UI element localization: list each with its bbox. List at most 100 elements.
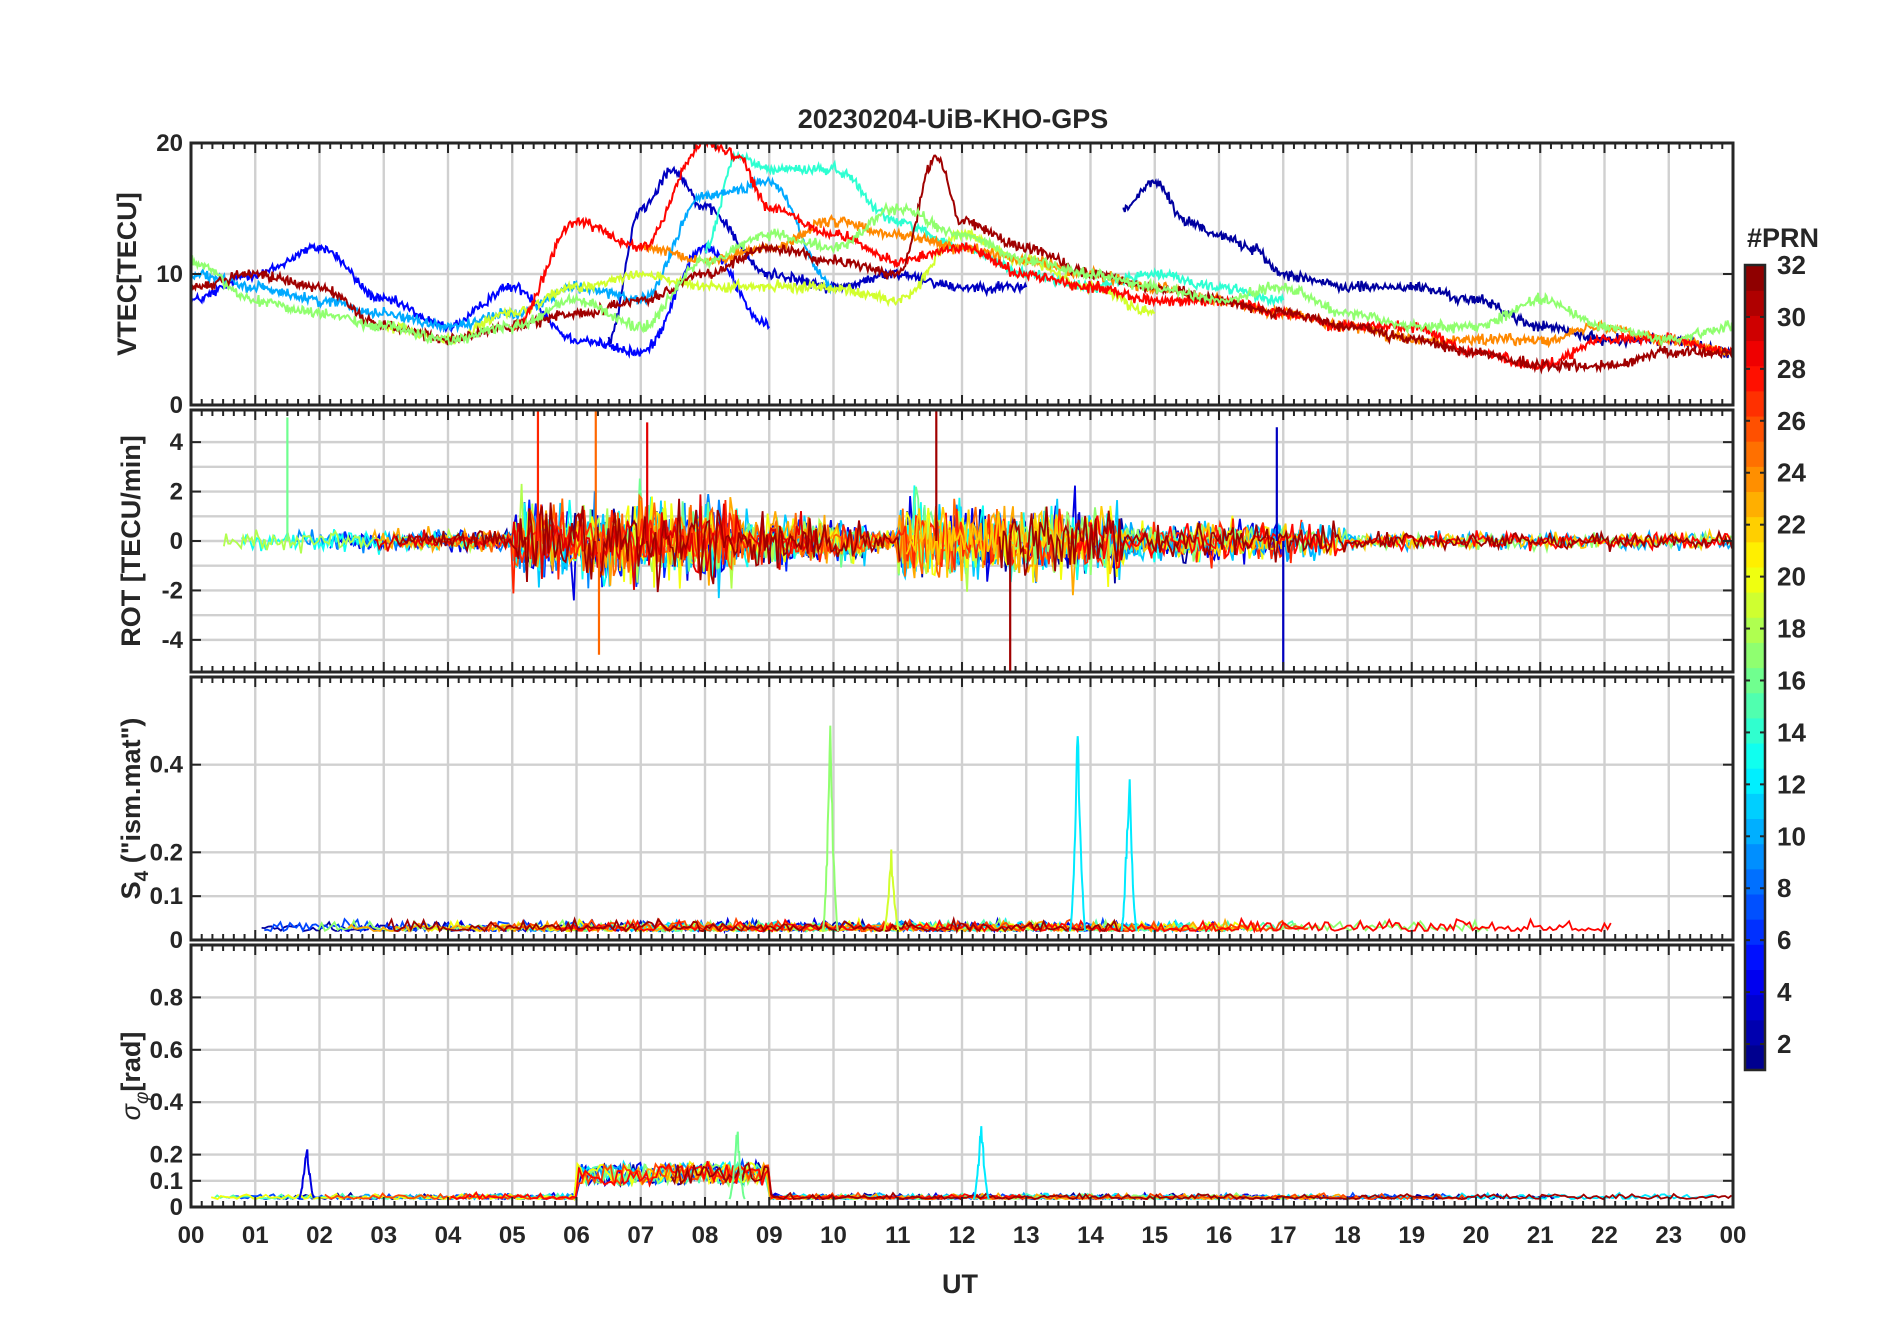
x-tick-label: 18	[1334, 1222, 1361, 1249]
colorbar-tick-label: 20	[1777, 562, 1806, 592]
sigma-phi-series-line	[450, 1160, 1023, 1201]
colorbar-segment	[1745, 491, 1765, 518]
x-tick-label: 19	[1398, 1222, 1425, 1249]
y-axis-label: VTEC[TECU]	[112, 192, 142, 356]
x-tick-label: 00	[178, 1222, 205, 1249]
colorbar-segment	[1745, 944, 1765, 970]
x-tick-label: 00	[1720, 1222, 1747, 1249]
colorbar-tick-label: 16	[1777, 665, 1806, 695]
y-tick-label: 0.4	[150, 1089, 184, 1116]
sigma-phi-spike	[728, 1131, 746, 1200]
colorbar-segment	[1745, 818, 1765, 845]
y-tick-label: 0.6	[150, 1037, 183, 1064]
colorbar-tick-label: 14	[1777, 717, 1806, 747]
rot-series-line	[395, 498, 901, 593]
x-tick-label: 07	[627, 1222, 654, 1249]
colorbar-segment	[1745, 793, 1765, 820]
colorbar-segment	[1745, 919, 1765, 945]
x-tick-label: 04	[435, 1222, 462, 1249]
sigma-phi-series-line	[670, 1161, 1733, 1201]
y-tick-label: 0.8	[150, 984, 183, 1011]
colorbar-segment	[1745, 692, 1765, 719]
colorbar-tick-label: 2	[1777, 1029, 1791, 1059]
y-tick-label: 0.2	[150, 839, 183, 866]
colorbar-segment	[1745, 843, 1765, 870]
colorbar-tick-label: 30	[1777, 302, 1806, 332]
sigma-phi-spike	[298, 1149, 315, 1200]
colorbar-tick-label: 24	[1777, 458, 1806, 488]
colorbar-segment	[1745, 642, 1765, 669]
colorbar-tick-label: 28	[1777, 354, 1806, 384]
colorbar-segment	[1745, 541, 1765, 568]
x-tick-label: 09	[756, 1222, 783, 1249]
colorbar-segment	[1745, 592, 1765, 618]
colorbar-tick-label: 12	[1777, 769, 1806, 799]
x-tick-label: 13	[1013, 1222, 1040, 1249]
s4-spike	[882, 849, 900, 932]
y-tick-label: 0.2	[150, 1142, 183, 1169]
vtec-series-line	[191, 175, 835, 334]
colorbar-segment	[1745, 365, 1765, 392]
colorbar-segment	[1745, 617, 1765, 643]
vtec-series-line	[191, 201, 1733, 348]
colorbar-segment	[1745, 893, 1765, 920]
colorbar-tick-label: 32	[1777, 250, 1806, 280]
colorbar-segment	[1745, 868, 1765, 895]
x-tick-label: 03	[370, 1222, 397, 1249]
colorbar-segment	[1745, 1019, 1765, 1046]
colorbar-segment	[1745, 390, 1765, 417]
colorbar-segment	[1745, 667, 1765, 694]
y-tick-label: 0	[170, 392, 183, 419]
x-tick-label: 06	[563, 1222, 590, 1249]
colorbar-segment	[1745, 742, 1765, 769]
x-tick-label: 02	[306, 1222, 333, 1249]
colorbar-segment	[1745, 265, 1765, 291]
rot-series-line	[998, 506, 1733, 576]
colorbar-segment	[1745, 516, 1765, 543]
y-axis-label: σφ[rad]	[116, 1032, 153, 1121]
colorbar-tick-label: 4	[1777, 977, 1792, 1007]
y-tick-label: 10	[156, 261, 183, 288]
x-tick-label: 15	[1141, 1222, 1168, 1249]
x-tick-label: 08	[692, 1222, 719, 1249]
colorbar-segment	[1745, 415, 1765, 442]
colorbar-segment	[1745, 290, 1765, 316]
y-tick-label: 0.1	[150, 883, 183, 910]
x-tick-label: 23	[1655, 1222, 1682, 1249]
colorbar-tick-label: 6	[1777, 925, 1791, 955]
colorbar-segment	[1745, 441, 1765, 467]
y-axis-label: S4 ("ism.mat")	[116, 718, 153, 900]
x-tick-label: 12	[949, 1222, 976, 1249]
s4-series-line	[553, 916, 1612, 934]
y-tick-label: 0.4	[150, 752, 184, 779]
colorbar-tick-label: 26	[1777, 406, 1806, 436]
s4-spike	[1068, 736, 1087, 932]
colorbar-segment	[1745, 994, 1765, 1021]
x-tick-label: 20	[1463, 1222, 1490, 1249]
y-tick-label: 0	[170, 927, 183, 954]
chart-title: 20230204-UiB-KHO-GPS	[798, 104, 1109, 134]
x-tick-label: 01	[242, 1222, 269, 1249]
colorbar-segment	[1745, 315, 1765, 342]
sigma-phi-spike	[972, 1126, 990, 1200]
y-tick-label: 2	[170, 479, 183, 506]
colorbar-segment	[1745, 566, 1765, 593]
x-tick-label: 17	[1270, 1222, 1297, 1249]
y-tick-label: -2	[162, 577, 183, 604]
x-tick-label: 10	[820, 1222, 847, 1249]
s4-spike	[1120, 779, 1138, 932]
s4-spike	[821, 725, 839, 932]
colorbar-segment	[1745, 717, 1765, 744]
colorbar-frame	[1743, 263, 1767, 1072]
x-tick-label: 16	[1206, 1222, 1233, 1249]
x-tick-label: 05	[499, 1222, 526, 1249]
colorbar-label: #PRN	[1747, 223, 1819, 253]
vtec-series-line	[191, 154, 1733, 375]
rot-series-line	[1075, 515, 1733, 570]
colorbar-segment	[1745, 768, 1765, 794]
colorbar-segment	[1745, 1044, 1765, 1071]
y-tick-label: -4	[162, 627, 184, 654]
s4-series-line	[387, 915, 1124, 935]
